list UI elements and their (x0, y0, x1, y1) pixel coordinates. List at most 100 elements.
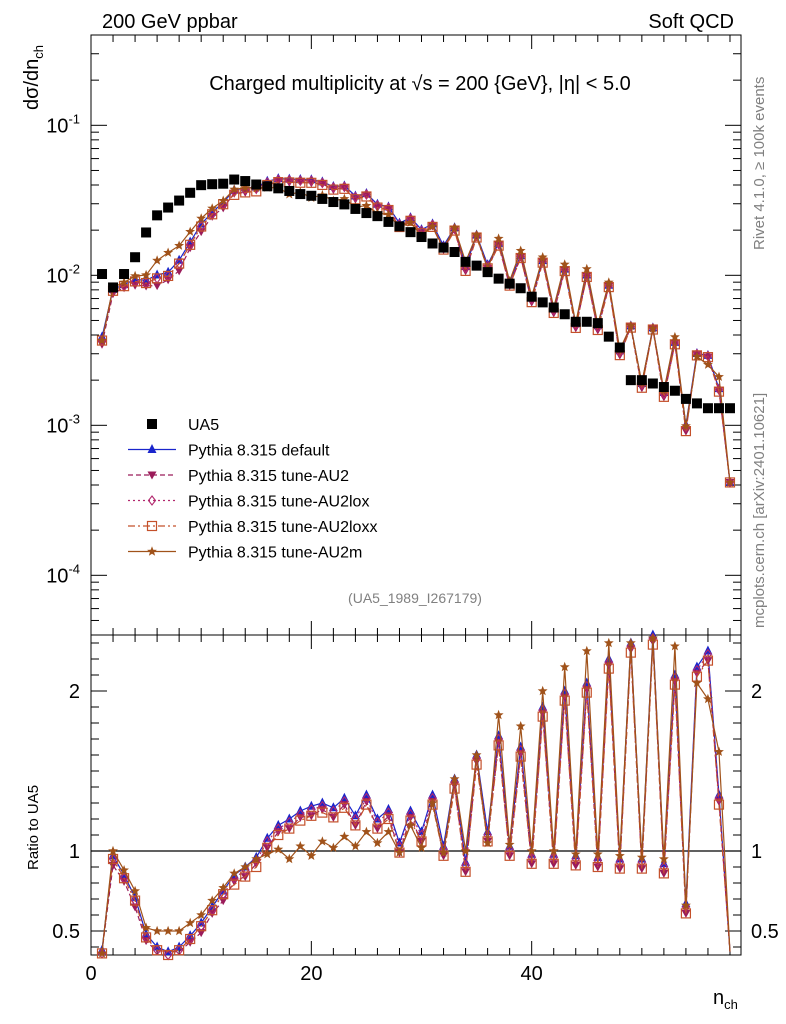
mc-point (152, 255, 162, 265)
ratio-point (207, 905, 218, 916)
ratio-point (97, 948, 107, 958)
mc-point (340, 181, 349, 193)
ratio-point (218, 882, 229, 892)
legend: UA5 Pythia 8.315 default Pythia 8.315 tune… (128, 417, 377, 562)
ratio-point (185, 917, 196, 928)
ratio-point (659, 869, 669, 878)
mc-point (494, 238, 503, 250)
mc-line-3 (101, 181, 731, 483)
ratio-point (647, 633, 658, 643)
ratio-point (229, 879, 240, 890)
y-tick-label: 10-2 (46, 261, 80, 287)
mc-point (581, 271, 592, 283)
data-point (361, 208, 372, 219)
ratio-point (461, 868, 471, 877)
data-point (262, 181, 273, 192)
legend-item: UA5 (147, 417, 219, 434)
mc-point (362, 189, 371, 200)
ratio-point (603, 637, 614, 648)
ratio-point (526, 845, 537, 856)
ratio-point (493, 740, 504, 751)
data-point (636, 375, 647, 386)
ratio-point (339, 831, 350, 841)
ratio-point (560, 688, 569, 700)
ratio-point (538, 704, 547, 716)
mc-point (185, 239, 196, 250)
ratio-point (383, 813, 394, 825)
ratio-point (108, 845, 118, 856)
ratio-point (570, 860, 581, 871)
ratio-line-0 (101, 634, 731, 953)
ratio-point (416, 842, 427, 852)
mc-point (714, 371, 724, 381)
ratio-point (196, 921, 207, 932)
data-point (515, 283, 526, 294)
ratio-point (251, 853, 262, 864)
x-tick-label: 40 (521, 963, 543, 985)
ratio-point (636, 852, 647, 862)
ratio-point (384, 807, 393, 818)
mc-point (516, 251, 525, 262)
data-point (504, 278, 515, 289)
ratio-point (317, 836, 328, 846)
ratio-point (504, 839, 515, 849)
mc-point (306, 179, 316, 188)
data-point (328, 197, 339, 208)
ratio-y-tick-label-right: 0.5 (751, 921, 779, 943)
ratio-point (658, 868, 669, 879)
data-point (669, 385, 680, 396)
mc-point (229, 184, 240, 194)
mc-point (361, 200, 372, 210)
ratio-point (460, 845, 471, 856)
mc-point (692, 351, 702, 361)
mc-point (647, 323, 658, 333)
ratio-point (427, 797, 438, 808)
mc-point (152, 282, 162, 291)
mc-point (625, 320, 636, 331)
ratio-y-tick-label: 0.5 (52, 921, 80, 943)
data-point (592, 318, 603, 329)
mc-point (383, 209, 394, 219)
analysis-id: (UA5_1989_I267179) (348, 590, 482, 606)
mc-point (130, 274, 140, 284)
mc-point (185, 226, 196, 236)
mc-point (493, 240, 504, 251)
ratio-point (703, 693, 713, 704)
ratio-point (482, 837, 493, 848)
ratio-y-tick-label: 1 (69, 841, 80, 863)
ratio-point (559, 661, 570, 672)
ratio-point (471, 749, 482, 760)
ratio-point (361, 826, 372, 836)
legend-marker (147, 471, 157, 480)
mc-point (196, 221, 207, 232)
data-point (372, 211, 383, 222)
ratio-point (537, 711, 548, 722)
ratio-point (141, 922, 151, 932)
mc-point (405, 217, 416, 227)
ratio-point (152, 945, 163, 956)
legend-marker (147, 444, 157, 453)
data-point (152, 210, 163, 221)
ratio-point (307, 804, 316, 815)
data-point (680, 393, 691, 404)
mc-line-4 (101, 186, 731, 483)
mc-point (317, 179, 328, 191)
ratio-point (119, 865, 129, 875)
data-point (570, 316, 581, 327)
mc-point (97, 335, 107, 345)
x-tick-label: 0 (85, 963, 96, 985)
mc-point (318, 177, 327, 189)
mcplots-label: mcplots.cern.ch [arXiv:2401.10621] (751, 393, 768, 628)
ratio-point (504, 850, 515, 861)
ratio-point (163, 949, 174, 961)
data-point (317, 193, 328, 204)
ratio-point (284, 823, 295, 834)
legend-marker (147, 419, 157, 429)
data-point (284, 185, 295, 196)
mc-point (174, 267, 184, 276)
data-point (427, 238, 438, 249)
ratio-point (317, 807, 328, 818)
data-point (218, 178, 229, 189)
ratio-point (713, 799, 725, 810)
